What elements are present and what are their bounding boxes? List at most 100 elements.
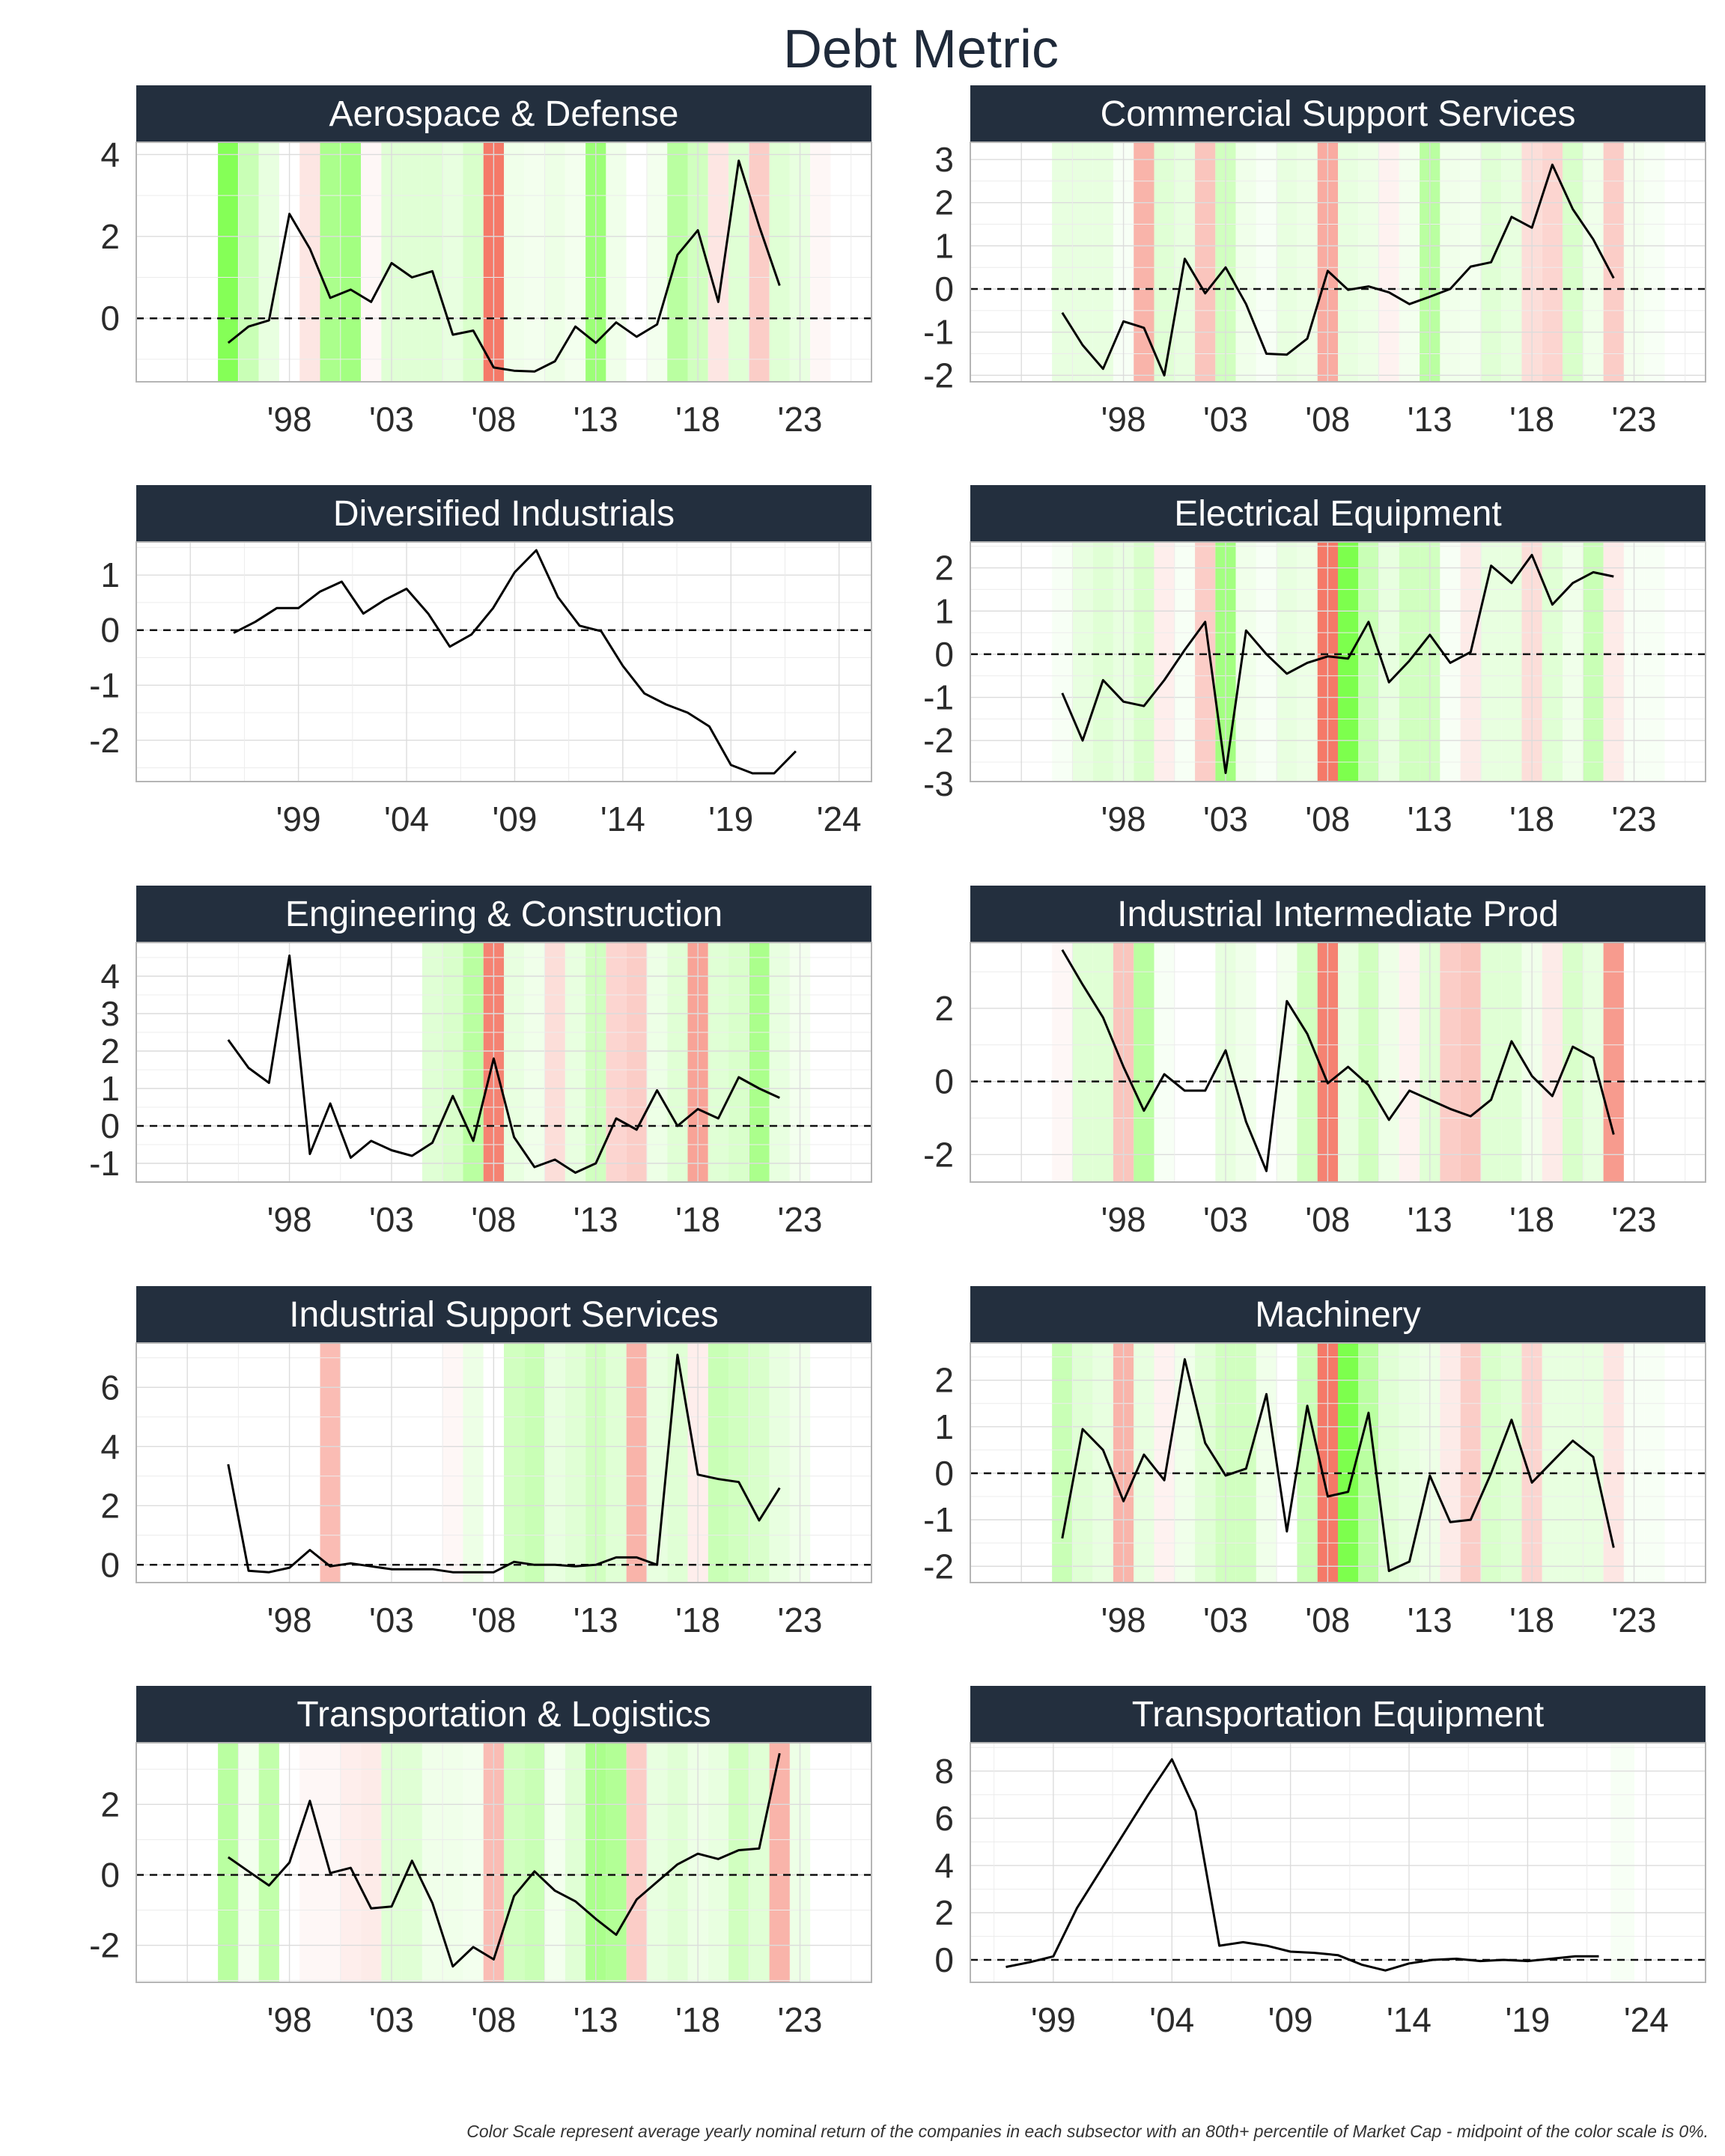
- return-band: [1072, 943, 1093, 1182]
- y-tick-label: 6: [100, 1368, 120, 1407]
- return-band: [299, 1743, 320, 1982]
- return-band: [728, 1343, 749, 1583]
- y-tick-label: 2: [934, 183, 954, 222]
- debt-metric-line: [233, 549, 797, 775]
- y-tick-label: -1: [923, 678, 954, 717]
- debt-metric-line: [1061, 553, 1614, 774]
- y-tick-label: 2: [100, 1486, 120, 1525]
- x-tick-label: '04: [1149, 2000, 1194, 2039]
- return-band: [606, 943, 627, 1182]
- return-band: [606, 1343, 627, 1583]
- return-band: [1235, 943, 1256, 1182]
- return-band: [749, 142, 770, 382]
- return-band: [544, 142, 565, 382]
- x-tick-label: '98: [1101, 800, 1146, 838]
- return-band: [1092, 542, 1113, 782]
- panel-frame: [970, 1342, 1706, 1583]
- x-tick-label: '18: [1509, 800, 1554, 838]
- return-band: [708, 142, 729, 382]
- return-band: [1052, 542, 1073, 782]
- debt-metric-line: [1061, 163, 1615, 377]
- return-band: [626, 142, 647, 382]
- return-band: [1195, 142, 1216, 382]
- return-band: [1174, 943, 1196, 1182]
- x-tick-label: '03: [1203, 1200, 1248, 1239]
- debt-metric-line: [227, 954, 780, 1174]
- return-band: [1052, 943, 1073, 1182]
- x-tick-label: '23: [1612, 800, 1657, 838]
- return-band: [1460, 1343, 1481, 1583]
- return-band: [1610, 1743, 1634, 1982]
- return-band: [1235, 142, 1256, 382]
- return-band: [1277, 142, 1297, 382]
- return-band: [340, 1743, 362, 1982]
- return-band: [1134, 542, 1154, 782]
- x-tick-label: '03: [369, 400, 414, 439]
- x-tick-label: '98: [1101, 1200, 1146, 1239]
- x-tick-label: '98: [1101, 400, 1146, 439]
- return-band: [1583, 542, 1604, 782]
- return-band: [1501, 1343, 1522, 1583]
- return-band: [1583, 142, 1604, 382]
- return-band: [749, 1343, 770, 1583]
- return-band: [1235, 542, 1256, 782]
- x-tick-label: '08: [1305, 1200, 1350, 1239]
- return-band: [1460, 943, 1481, 1182]
- panel-strip: [970, 485, 1706, 542]
- return-band: [1563, 1343, 1583, 1583]
- y-tick-label: -1: [89, 666, 120, 704]
- return-band: [769, 1743, 790, 1982]
- x-tick-label: '03: [1203, 1601, 1248, 1639]
- x-tick-label: '13: [574, 1601, 618, 1639]
- y-tick-label: -2: [923, 1135, 954, 1174]
- return-band: [524, 1743, 545, 1982]
- return-band: [1154, 542, 1175, 782]
- panel-strip: [136, 85, 871, 142]
- y-tick-label: 0: [100, 1855, 120, 1894]
- return-band: [238, 142, 259, 382]
- return-band: [626, 1343, 647, 1583]
- return-band: [1358, 542, 1379, 782]
- return-band: [606, 142, 627, 382]
- return-band: [1256, 1343, 1277, 1583]
- return-band: [1072, 142, 1093, 382]
- x-tick-label: '13: [574, 2000, 618, 2039]
- y-tick-label: -2: [89, 721, 120, 760]
- panel-title: Aerospace & Defense: [329, 94, 679, 134]
- panel-frame: [136, 942, 872, 1183]
- debt-metric-line: [1061, 949, 1615, 1172]
- y-tick-label: 0: [934, 1062, 954, 1101]
- return-band: [1297, 943, 1318, 1182]
- x-tick-label: '23: [1612, 400, 1657, 439]
- return-band: [1399, 943, 1420, 1182]
- return-band: [810, 142, 831, 382]
- return-band: [442, 943, 463, 1182]
- panel-title: Electrical Equipment: [1174, 494, 1502, 534]
- panel-frame: [970, 141, 1706, 383]
- return-band: [1154, 943, 1175, 1182]
- return-band: [1072, 542, 1093, 782]
- return-band: [1583, 1343, 1604, 1583]
- return-band: [667, 943, 688, 1182]
- return-band: [626, 943, 647, 1182]
- y-tick-label: -1: [923, 313, 954, 352]
- return-band: [1195, 1343, 1216, 1583]
- y-tick-label: -1: [89, 1144, 120, 1183]
- return-band: [258, 1743, 279, 1982]
- panel-title: Transportation & Logistics: [296, 1695, 711, 1735]
- return-band: [1277, 1343, 1297, 1583]
- return-band: [1358, 943, 1379, 1182]
- return-band: [1297, 1343, 1318, 1583]
- y-tick-label: 1: [934, 1407, 954, 1446]
- return-band: [544, 1743, 565, 1982]
- return-band: [1440, 1343, 1461, 1583]
- return-band: [1134, 943, 1154, 1182]
- x-tick-label: '03: [369, 1601, 414, 1639]
- panel-8: Machinery -2 -1 0 1 2 '98 '03 '08 '13 '18 '23: [923, 1286, 1706, 1639]
- return-band: [1338, 142, 1359, 382]
- x-tick-label: '14: [1387, 2000, 1432, 2039]
- return-band: [544, 1343, 565, 1583]
- x-tick-label: '19: [708, 800, 753, 838]
- figure-title: Debt Metric: [783, 19, 1059, 79]
